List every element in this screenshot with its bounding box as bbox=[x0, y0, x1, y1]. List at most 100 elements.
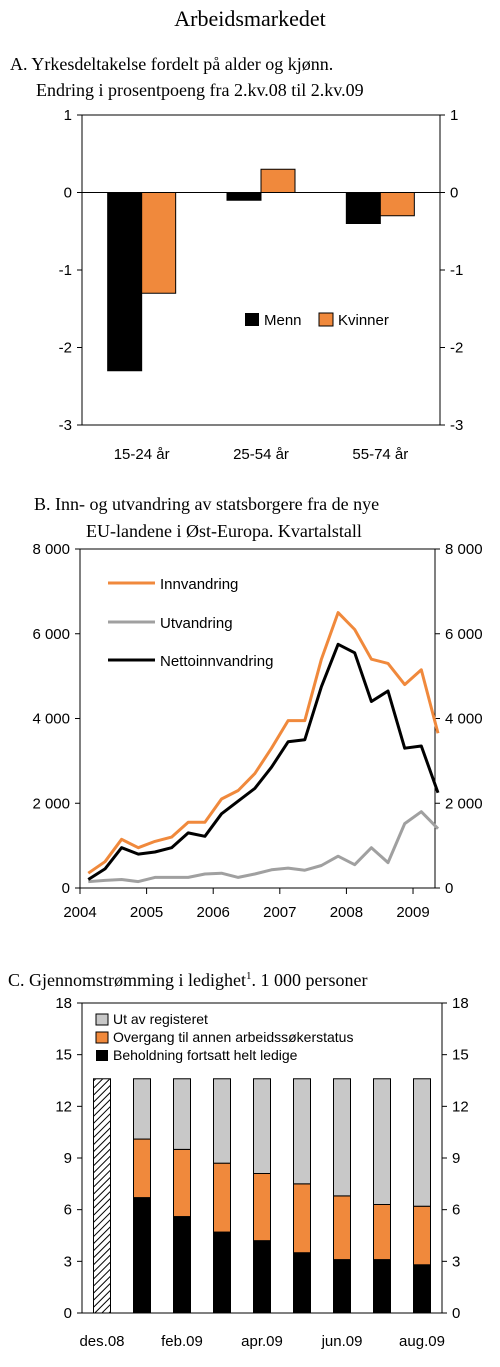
stacked-bar-segment-2 bbox=[213, 1078, 231, 1164]
stacked-bar-segment-1 bbox=[413, 1205, 431, 1266]
stacked-bar-segment-2 bbox=[133, 1078, 151, 1140]
chart-a-ytick-label-right: -1 bbox=[450, 262, 463, 279]
chart-b-ytick-label-right: 6 000 bbox=[445, 626, 483, 643]
chart-a-ytick-label-right: -3 bbox=[450, 417, 463, 434]
bar-kvinner bbox=[379, 192, 415, 217]
chart-b-ytick-label-left: 0 bbox=[62, 880, 70, 897]
chart-b-xtick-label: 2004 bbox=[63, 904, 96, 921]
chart-c-ytick-label-left: 12 bbox=[55, 1098, 72, 1115]
chart-a-ytick-label-left: -2 bbox=[59, 340, 72, 357]
chart-b-xtick-label: 2009 bbox=[396, 904, 429, 921]
stacked-bar-segment-2 bbox=[333, 1078, 351, 1197]
chart-a-xtick-label: 25-54 år bbox=[233, 446, 289, 463]
chart-b-ytick-label-left: 4 000 bbox=[32, 711, 70, 728]
chart-a-ytick-label-right: 1 bbox=[450, 107, 458, 124]
legend-label-overgang: Overgang til annen arbeidssøkerstatus bbox=[113, 1029, 353, 1045]
stacked-bar-segment-0 bbox=[413, 1264, 431, 1314]
stacked-bar-segment-1 bbox=[213, 1162, 231, 1233]
chart-a-title-line2: Endring i prosentpoeng fra 2.kv.08 til 2… bbox=[36, 80, 364, 100]
chart-b-ytick-label-right: 0 bbox=[445, 880, 453, 897]
stacked-bar-segment-0 bbox=[173, 1216, 191, 1314]
chart-b-xtick-label: 2005 bbox=[130, 904, 163, 921]
legend-swatch-kvinner bbox=[318, 312, 334, 327]
bar-menn bbox=[345, 192, 381, 224]
series-line-nettoinnvandring bbox=[87, 642, 440, 881]
chart-c-ytick-label-right: 6 bbox=[452, 1202, 460, 1219]
stacked-bar-segment-1 bbox=[133, 1138, 151, 1199]
legend-label-menn: Menn bbox=[264, 312, 302, 329]
chart-c-ytick-label-left: 0 bbox=[64, 1305, 72, 1322]
stacked-bar-segment-1 bbox=[173, 1148, 191, 1218]
chart-a-xtick-label: 15-24 år bbox=[114, 446, 170, 463]
chart-a-ytick-label-right: -2 bbox=[450, 340, 463, 357]
page-title: Arbeidsmarkedet bbox=[174, 6, 326, 31]
chart-a-ytick-label-left: -1 bbox=[59, 262, 72, 279]
chart-c-plot: 18 18 15 15 12 12 9 9 6 6 3 3 0 0 des.08 feb.09 apr.09 ju… bbox=[55, 995, 468, 1350]
chart-b-ytick-label-right: 2 000 bbox=[445, 795, 483, 812]
chart-a-plot: 1 1 0 0 -1 -1 -2 -2 -3 -3 15-24 år 25-54 år 55-74 år bbox=[59, 107, 464, 463]
chart-c-ytick-label-left: 6 bbox=[64, 1202, 72, 1219]
bar-menn bbox=[107, 192, 143, 372]
stacked-bar-segment-0 bbox=[333, 1259, 351, 1314]
chart-b-ytick-label-right: 8 000 bbox=[445, 541, 483, 558]
chart-c-ytick-label-left: 9 bbox=[64, 1150, 72, 1167]
stacked-bar-segment-2 bbox=[373, 1078, 391, 1206]
stacked-bar-segment-0 bbox=[133, 1197, 151, 1314]
chart-c-ytick-label-right: 3 bbox=[452, 1253, 460, 1270]
chart-c-xtick-label: aug.09 bbox=[399, 1333, 445, 1350]
stacked-bar-segment-2 bbox=[253, 1078, 271, 1175]
chart-a-ytick-label-left: 1 bbox=[64, 107, 72, 124]
stacked-bar-segment-0 bbox=[213, 1231, 231, 1314]
chart-b: B. Inn- og utvandring av statsborgere fr… bbox=[32, 494, 482, 921]
stacked-bar-segment-1 bbox=[293, 1183, 311, 1254]
chart-c-xtick-label: feb.09 bbox=[161, 1333, 203, 1350]
legend-label-utvandring: Utvandring bbox=[160, 615, 233, 632]
chart-a-legend: Menn Kvinner bbox=[245, 312, 389, 329]
chart-c-ytick-label-left: 3 bbox=[64, 1253, 72, 1270]
chart-c-title-main: C. Gjennomstrømming i ledighet bbox=[8, 970, 246, 990]
bar-initial-stock bbox=[93, 1078, 111, 1314]
legend-label-kvinner: Kvinner bbox=[338, 312, 389, 329]
legend-label-innvandring: Innvandring bbox=[160, 576, 238, 593]
chart-b-ytick-label-right: 4 000 bbox=[445, 711, 483, 728]
chart-b-xtick-label: 2008 bbox=[330, 904, 363, 921]
chart-b-xtick-label: 2006 bbox=[197, 904, 230, 921]
legend-swatch-overgang bbox=[95, 1031, 109, 1044]
chart-c-ytick-label-right: 12 bbox=[452, 1098, 469, 1115]
legend-swatch-beholdning bbox=[96, 1050, 108, 1061]
chart-c-legend: Ut av registeret Overgang til annen arbe… bbox=[95, 1011, 353, 1063]
stacked-bar-segment-0 bbox=[253, 1240, 271, 1314]
stacked-bar-segment-1 bbox=[373, 1204, 391, 1261]
chart-b-plot: 8 000 8 000 6 000 6 000 4 000 4 000 2 000 2 000… bbox=[32, 541, 482, 921]
legend-swatch-menn bbox=[245, 313, 259, 326]
chart-b-title-line2: EU-landene i Øst-Europa. Kvartalstall bbox=[86, 521, 362, 541]
legend-label-ut-av-registeret: Ut av registeret bbox=[113, 1011, 208, 1027]
chart-c-title-sup: 1 bbox=[246, 970, 252, 982]
bar-menn bbox=[226, 192, 262, 201]
legend-swatch-ut-av-registeret bbox=[95, 1013, 109, 1026]
chart-b-frame bbox=[79, 548, 436, 889]
stacked-bar-segment-2 bbox=[293, 1078, 311, 1185]
chart-b-ytick-label-left: 8 000 bbox=[32, 541, 70, 558]
chart-c-xtick-label: des.08 bbox=[79, 1333, 124, 1350]
chart-c-ytick-label-right: 0 bbox=[452, 1305, 460, 1322]
chart-b-title-line1: B. Inn- og utvandring av statsborgere fr… bbox=[34, 494, 379, 514]
stacked-bar-segment-2 bbox=[413, 1078, 431, 1207]
bar-kvinner bbox=[260, 168, 296, 193]
chart-a-ytick-label-left: -3 bbox=[59, 417, 72, 434]
stacked-bar-segment-0 bbox=[373, 1259, 391, 1314]
stacked-bar-segment-2 bbox=[173, 1078, 191, 1150]
chart-a-xtick-label: 55-74 år bbox=[352, 446, 408, 463]
chart-c-ytick-label-left: 15 bbox=[55, 1047, 72, 1064]
chart-c-ytick-label-left: 18 bbox=[55, 995, 72, 1012]
chart-c: C. Gjennomstrømming i ledighet1. 1 000 p… bbox=[8, 970, 469, 1350]
chart-c-title-tail: . 1 000 personer bbox=[251, 970, 367, 990]
chart-c-ytick-label-right: 15 bbox=[452, 1047, 469, 1064]
series-line-utvandring bbox=[88, 810, 440, 884]
chart-c-ytick-label-right: 9 bbox=[452, 1150, 460, 1167]
chart-b-ytick-label-left: 6 000 bbox=[32, 626, 70, 643]
chart-a: A. Yrkesdeltakelse fordelt på alder og k… bbox=[10, 54, 463, 463]
chart-c-xtick-label: apr.09 bbox=[241, 1333, 283, 1350]
bar-kvinner bbox=[141, 192, 177, 294]
